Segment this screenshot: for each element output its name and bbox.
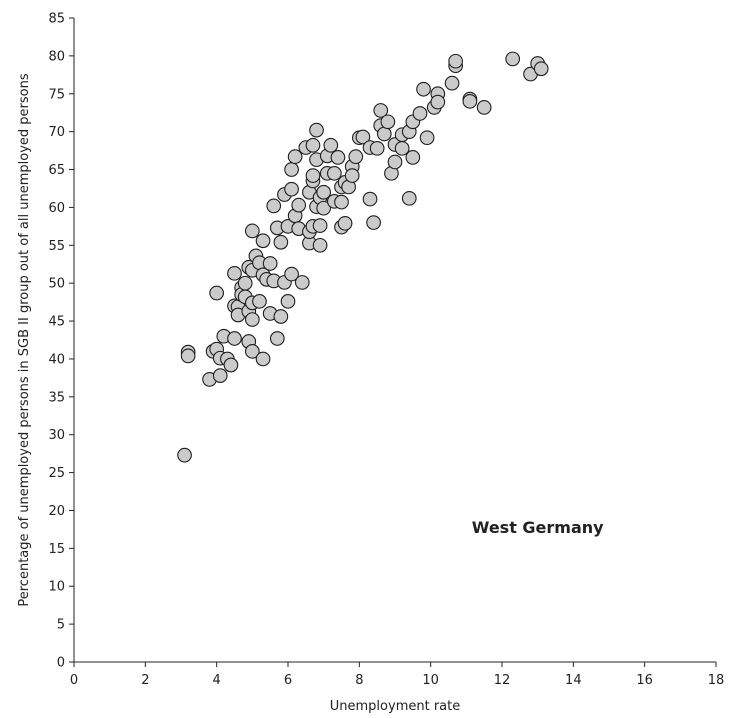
y-tick-label: 35 <box>48 390 65 405</box>
data-point <box>273 309 289 324</box>
data-point <box>309 122 324 138</box>
data-point <box>476 100 492 115</box>
data-point <box>316 200 332 216</box>
data-point <box>180 348 196 364</box>
data-point <box>177 447 192 463</box>
y-tick-label: 75 <box>48 87 65 102</box>
y-tick-label: 25 <box>48 466 65 481</box>
data-point <box>376 126 392 142</box>
y-tick-label: 5 <box>57 618 65 633</box>
data-point <box>419 130 435 146</box>
data-point <box>255 233 271 249</box>
data-point <box>280 294 296 309</box>
data-point <box>244 312 260 327</box>
y-tick-label: 65 <box>48 163 65 178</box>
data-point <box>448 53 463 69</box>
data-point <box>269 331 285 346</box>
data-point <box>369 140 385 156</box>
data-point <box>287 149 303 164</box>
x-tick-label: 8 <box>355 673 363 688</box>
data-point <box>330 150 346 165</box>
data-point <box>316 184 332 200</box>
data-point <box>209 285 225 301</box>
x-tick-label: 18 <box>708 673 725 688</box>
data-point <box>312 237 328 253</box>
data-point <box>305 168 321 183</box>
data-point <box>387 154 403 170</box>
y-tick-label: 85 <box>48 12 65 27</box>
y-tick-label: 15 <box>48 542 65 557</box>
data-point <box>255 351 271 367</box>
x-tick-label: 16 <box>636 673 653 688</box>
data-points <box>177 51 549 463</box>
data-point <box>394 140 410 156</box>
data-point <box>244 344 260 359</box>
data-point <box>373 103 389 118</box>
y-tick-label: 60 <box>48 201 65 216</box>
y-tick-label: 55 <box>48 239 65 254</box>
x-tick-label: 12 <box>494 673 511 688</box>
data-point <box>348 149 364 164</box>
data-point <box>416 81 431 97</box>
y-axis-label: Percentage of unemployed persons in SGB … <box>17 73 32 606</box>
x-tick-label: 4 <box>213 673 221 688</box>
data-point <box>533 61 549 77</box>
x-axis: 0 2 4 6 8 10 12 14 16 18 <box>70 661 725 688</box>
data-point <box>273 234 289 250</box>
y-tick-label: 10 <box>48 580 65 595</box>
x-tick-label: 14 <box>565 673 582 688</box>
data-point <box>305 137 321 153</box>
data-point <box>462 93 478 109</box>
data-point <box>212 368 228 383</box>
y-tick-label: 50 <box>48 277 65 292</box>
data-point <box>323 137 339 153</box>
data-point <box>262 256 278 271</box>
data-point <box>327 165 342 181</box>
data-point <box>252 294 267 309</box>
x-tick-label: 10 <box>422 673 439 688</box>
data-point <box>223 357 239 373</box>
y-tick-label: 80 <box>48 49 65 64</box>
data-point <box>227 331 242 346</box>
data-point <box>366 215 381 230</box>
data-point <box>430 94 446 110</box>
data-point <box>266 198 282 214</box>
data-point <box>412 106 428 121</box>
y-tick-label: 70 <box>48 125 65 140</box>
y-tick-label: 30 <box>48 428 65 443</box>
y-tick-label: 45 <box>48 315 65 330</box>
data-point <box>405 150 421 165</box>
data-point <box>237 275 253 291</box>
data-point <box>291 197 307 213</box>
data-point <box>284 181 299 197</box>
x-tick-label: 0 <box>70 673 78 688</box>
data-point <box>444 75 460 91</box>
x-tick-label: 6 <box>284 673 292 688</box>
data-point <box>344 168 360 183</box>
data-point <box>284 266 299 282</box>
x-tick-label: 2 <box>141 673 149 688</box>
annotation-label: West Germany <box>472 518 604 537</box>
data-point <box>337 215 353 231</box>
data-point <box>227 265 242 281</box>
y-tick-label: 0 <box>57 656 65 671</box>
data-point <box>401 190 417 206</box>
data-point <box>294 275 310 290</box>
data-point <box>355 129 371 145</box>
data-point <box>312 218 328 233</box>
data-point <box>334 194 349 210</box>
y-tick-label: 40 <box>48 352 65 367</box>
data-point <box>244 223 260 239</box>
x-axis-label: Unemployment rate <box>330 699 460 714</box>
data-point <box>284 162 299 177</box>
y-axis: 0 5 10 15 20 25 30 35 40 45 50 55 60 65 70 75 80 85 <box>48 12 75 671</box>
data-point <box>505 51 521 67</box>
data-point <box>380 114 396 130</box>
data-point <box>362 191 378 207</box>
y-tick-label: 20 <box>48 504 65 519</box>
